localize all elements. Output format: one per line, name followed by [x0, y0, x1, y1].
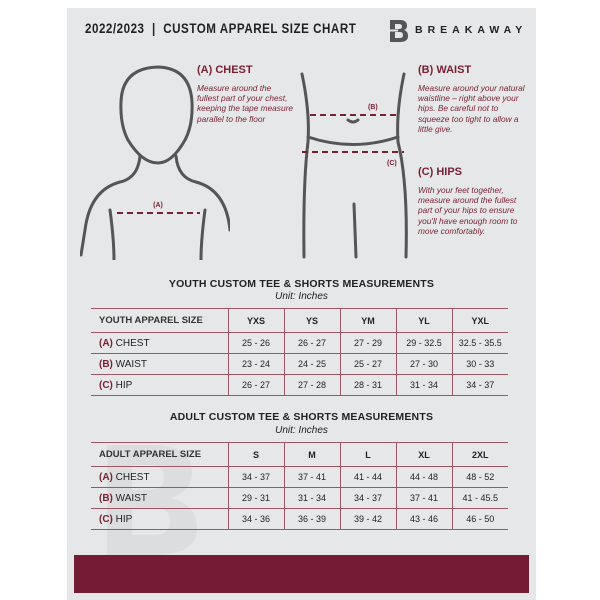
lower-body-figure: (B) (C)	[300, 72, 408, 259]
table-cell: 25 - 27	[339, 353, 396, 375]
upper-body-figure: (A)	[80, 65, 230, 260]
footer-banner	[74, 555, 529, 593]
size-header-label: ADULT APPAREL SIZE	[91, 442, 228, 467]
waist-description: Measure around your natural waistline – …	[418, 83, 525, 134]
table-cell: 48 - 52	[451, 466, 508, 488]
size-column-header: XL	[395, 442, 452, 467]
table-cell: 27 - 29	[339, 332, 396, 354]
table-cell: 29 - 31	[227, 487, 284, 509]
table-cell: 34 - 37	[227, 466, 284, 488]
hips-title: (C) HIPS	[418, 166, 462, 178]
measurement-name: HIP	[115, 513, 133, 525]
measurement-name: WAIST	[115, 492, 147, 504]
table-cell: 39 - 42	[339, 508, 396, 530]
size-column-header: YL	[395, 308, 452, 333]
youth-size-table: YOUTH APPAREL SIZE YXS YS YM YL YXL (A) CHEST 2…	[91, 308, 508, 396]
youth-table-unit: Unit: Inches	[275, 291, 328, 302]
measurement-key: (C)	[99, 513, 113, 525]
adult-table-unit: Unit: Inches	[275, 425, 328, 436]
measurement-name: CHEST	[115, 337, 150, 349]
adult-size-table: ADULT APPAREL SIZE S M L XL 2XL (A) CHEST 34 - …	[91, 442, 508, 530]
size-column-header: M	[283, 442, 340, 467]
brand-name: BREAKAWAY	[415, 24, 528, 36]
table-cell: 41 - 44	[339, 466, 396, 488]
youth-table-title: YOUTH CUSTOM TEE & SHORTS MEASUREMENTS	[168, 278, 435, 290]
table-cell: 26 - 27	[283, 332, 340, 354]
waist-title: (B) WAIST	[418, 64, 472, 76]
table-cell: 23 - 24	[227, 353, 284, 375]
table-cell: 27 - 30	[395, 353, 452, 375]
table-row: (A) CHEST 25 - 26 26 - 27 27 - 29 29 - 32.5 3…	[91, 332, 508, 354]
measurement-name: CHEST	[115, 471, 150, 483]
size-column-header: YM	[339, 308, 396, 333]
chest-marker: (A)	[153, 202, 163, 209]
table-cell: 34 - 37	[451, 374, 508, 396]
measurement-name: WAIST	[115, 358, 147, 370]
size-column-header: L	[339, 442, 396, 467]
measurement-label: (A) CHEST	[91, 466, 228, 488]
table-row: (B) WAIST 23 - 24 24 - 25 25 - 27 27 - 30 30 …	[91, 353, 508, 375]
measurement-label: (B) WAIST	[91, 487, 228, 509]
table-cell: 32.5 - 35.5	[451, 332, 508, 354]
table-cell: 30 - 33	[451, 353, 508, 375]
table-header-row: YOUTH APPAREL SIZE YXS YS YM YL YXL	[91, 308, 508, 333]
table-cell: 26 - 27	[227, 374, 284, 396]
size-column-header: YXS	[227, 308, 284, 333]
table-cell: 29 - 32.5	[395, 332, 452, 354]
chest-title: (A) CHEST	[197, 64, 253, 76]
measurement-name: HIP	[115, 379, 133, 391]
hips-description: With your feet together, measure around …	[418, 185, 518, 236]
measurement-key: (C)	[99, 379, 113, 391]
table-row: (C) HIP 26 - 27 27 - 28 28 - 31 31 - 34 34 - …	[91, 374, 508, 396]
table-cell: 44 - 48	[395, 466, 452, 488]
size-column-header: YS	[283, 308, 340, 333]
table-cell: 41 - 45.5	[451, 487, 508, 509]
table-cell: 31 - 34	[283, 487, 340, 509]
table-cell: 27 - 28	[283, 374, 340, 396]
measurement-key: (A)	[99, 337, 113, 349]
adult-table-title: ADULT CUSTOM TEE & SHORTS MEASUREMENTS	[169, 411, 434, 423]
table-header-row: ADULT APPAREL SIZE S M L XL 2XL	[91, 442, 508, 467]
breakaway-logo-icon	[385, 20, 408, 42]
waist-marker: (B)	[368, 104, 378, 111]
table-row: (A) CHEST 34 - 37 37 - 41 41 - 44 44 - 48 48 …	[91, 466, 508, 488]
measurement-label: (B) WAIST	[91, 353, 228, 375]
table-cell: 24 - 25	[283, 353, 340, 375]
table-cell: 43 - 46	[395, 508, 452, 530]
size-header-label: YOUTH APPAREL SIZE	[91, 308, 228, 333]
measurement-key: (A)	[99, 471, 113, 483]
measurement-key: (B)	[99, 492, 113, 504]
table-cell: 34 - 36	[227, 508, 284, 530]
table-cell: 28 - 31	[339, 374, 396, 396]
size-column-header: S	[227, 442, 284, 467]
table-row: (C) HIP 34 - 36 36 - 39 39 - 42 43 - 46 46 - …	[91, 508, 508, 530]
measurement-label: (C) HIP	[91, 374, 228, 396]
table-cell: 46 - 50	[451, 508, 508, 530]
measurement-key: (B)	[99, 358, 113, 370]
page-title: 2022/2023 | CUSTOM APPAREL SIZE CHART	[85, 21, 357, 36]
table-cell: 31 - 34	[395, 374, 452, 396]
size-column-header: YXL	[451, 308, 508, 333]
table-cell: 25 - 26	[227, 332, 284, 354]
size-column-header: 2XL	[451, 442, 508, 467]
table-row: (B) WAIST 29 - 31 31 - 34 34 - 37 37 - 41 41 …	[91, 487, 508, 509]
table-cell: 36 - 39	[283, 508, 340, 530]
table-cell: 37 - 41	[283, 466, 340, 488]
hips-marker: (C)	[387, 160, 397, 167]
table-cell: 37 - 41	[395, 487, 452, 509]
chest-description: Measure around the fullest part of your …	[197, 83, 293, 124]
table-cell: 34 - 37	[339, 487, 396, 509]
measurement-label: (C) HIP	[91, 508, 228, 530]
measurement-label: (A) CHEST	[91, 332, 228, 354]
